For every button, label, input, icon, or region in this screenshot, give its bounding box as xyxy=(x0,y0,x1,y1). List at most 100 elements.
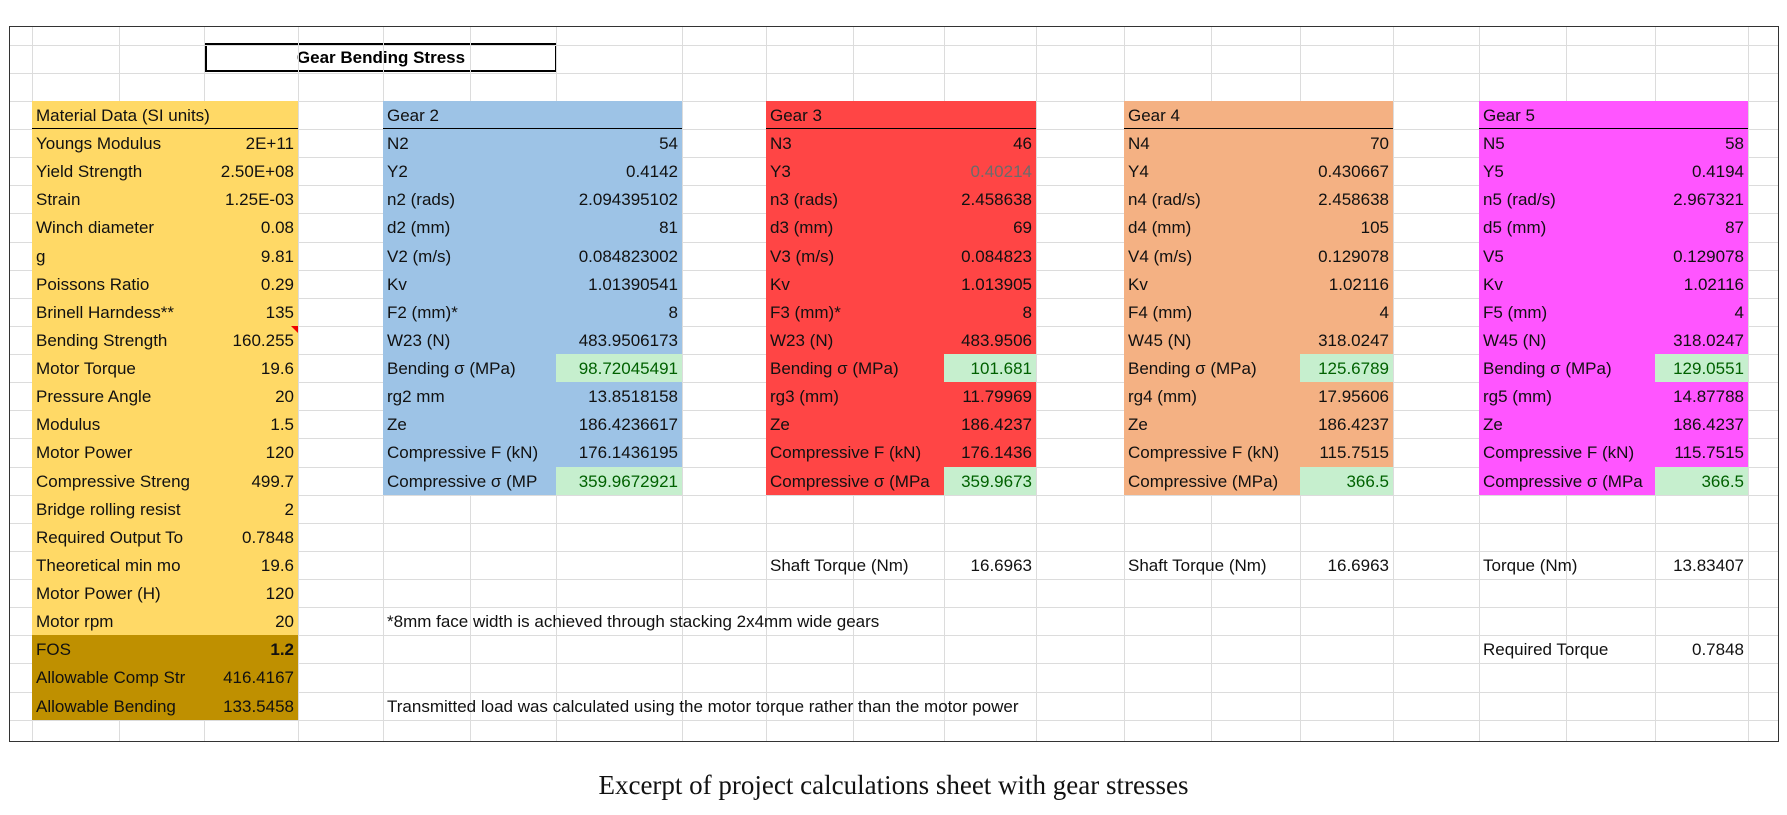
grid-line xyxy=(10,494,1778,496)
spreadsheet: Gear Bending Stress Material Data (SI un… xyxy=(9,26,1779,742)
cell-label: d2 (mm) xyxy=(383,213,556,243)
cell-value: 2.967321 xyxy=(1655,185,1748,214)
grid-line xyxy=(10,691,1778,693)
cell-value: 81 xyxy=(556,213,682,243)
cell-label: Compressive σ (MPa xyxy=(1479,466,1655,496)
cell-label: Kv xyxy=(1479,269,1655,299)
comment-marker xyxy=(291,325,298,333)
cell-label: Youngs Modulus xyxy=(32,129,204,158)
caption: Excerpt of project calculations sheet wi… xyxy=(598,770,1189,800)
cell-label: F5 (mm) xyxy=(1479,297,1655,327)
cell-label: Bridge rolling resist xyxy=(32,494,204,524)
cell-value: 8 xyxy=(944,297,1036,327)
cell-label: g xyxy=(32,241,204,271)
cell-label: Compressive F (kN) xyxy=(1479,438,1655,468)
note: Transmitted load was calculated using th… xyxy=(387,696,1019,716)
cell-value: 1.25E-03 xyxy=(204,185,298,214)
cell-value: 176.1436195 xyxy=(556,438,682,468)
cell-label: Brinell Harndess** xyxy=(32,297,204,327)
cell-label: N2 xyxy=(383,129,556,158)
cell-label: Bending σ (MPa) xyxy=(766,354,944,383)
cell-value: 11.79969 xyxy=(944,382,1036,411)
cell-label: V5 xyxy=(1479,241,1655,271)
cell-value: 1.013905 xyxy=(944,269,1036,299)
cell-value: 0.084823 xyxy=(944,241,1036,271)
cell-label: Motor Power (H) xyxy=(32,579,204,608)
cell-value: 120 xyxy=(204,438,298,468)
note: *8mm face width is achieved through stac… xyxy=(387,612,880,632)
cell-label: N5 xyxy=(1479,129,1655,158)
grid-line xyxy=(1748,27,1749,741)
cell-value: 2.458638 xyxy=(944,185,1036,214)
block-header: Material Data (SI units) xyxy=(32,101,298,130)
grid-line xyxy=(10,550,1778,552)
cell-label: n5 (rad/s) xyxy=(1479,185,1655,214)
cell-value: 17.95606 xyxy=(1300,382,1393,411)
cell-value: 14.87788 xyxy=(1655,382,1748,411)
cell-value: 186.4237 xyxy=(944,410,1036,439)
cell-label: rg2 mm xyxy=(383,382,556,411)
cell-value: 0.08 xyxy=(204,213,298,243)
cell-label: Compressive F (kN) xyxy=(766,438,944,468)
cell-value: 105 xyxy=(1300,213,1393,243)
cell-value: 58 xyxy=(1655,129,1748,158)
cell-value: 87 xyxy=(1655,213,1748,243)
cell-label: Kv xyxy=(383,269,556,299)
cell-label: N4 xyxy=(1124,129,1300,158)
cell-label: Motor Power xyxy=(32,438,204,468)
cell-value: 8 xyxy=(556,297,682,327)
cell-label: Bending σ (MPa) xyxy=(1479,354,1655,383)
cell-value: 1.02116 xyxy=(1655,269,1748,299)
cell-label: rg4 (mm) xyxy=(1124,382,1300,411)
cell-label: Compressive σ (MPa xyxy=(766,466,944,496)
cell-value: 0.4194 xyxy=(1655,157,1748,186)
cell-label: Compressive F (kN) xyxy=(383,438,556,468)
cell-value: 483.9506 xyxy=(944,325,1036,355)
cell-value: 0.29 xyxy=(204,269,298,299)
grid-line xyxy=(10,44,1778,46)
cell-value: 70 xyxy=(1300,129,1393,158)
cell-value: 101.681 xyxy=(944,354,1036,383)
grid-line xyxy=(1036,27,1037,741)
cell-label: Theoretical min mo xyxy=(32,550,204,580)
cell-value: 19.6 xyxy=(204,550,298,580)
grid-line xyxy=(10,579,1778,581)
cell-value: 0.40214 xyxy=(944,157,1036,186)
cell-label: FOS xyxy=(32,635,204,664)
cell-label: F2 (mm)* xyxy=(383,297,556,327)
cell-label: Winch diameter xyxy=(32,213,204,243)
cell-value: 318.0247 xyxy=(1300,325,1393,355)
cell-value: 115.7515 xyxy=(1655,438,1748,468)
cell-label: Kv xyxy=(766,269,944,299)
cell-value: 20 xyxy=(204,382,298,411)
cell-label: Y3 xyxy=(766,157,944,186)
cell-label: F3 (mm)* xyxy=(766,297,944,327)
cell-label: Compressive Streng xyxy=(32,466,204,496)
cell-label: rg5 (mm) xyxy=(1479,382,1655,411)
cell-label: F4 (mm) xyxy=(1124,297,1300,327)
cell-value: 120 xyxy=(204,579,298,608)
cell-value: 499.7 xyxy=(204,466,298,496)
cell-label: Bending Strength xyxy=(32,325,204,355)
cell-value: 13.83407 xyxy=(1673,555,1744,575)
cell-value: 0.4142 xyxy=(556,157,682,186)
cell-label: Y2 xyxy=(383,157,556,186)
cell-value: 366.5 xyxy=(1300,466,1393,496)
grid-line xyxy=(10,635,1778,637)
cell-value: 2E+11 xyxy=(204,129,298,158)
cell-value: 483.9506173 xyxy=(556,325,682,355)
cell-label: Pressure Angle xyxy=(32,382,204,411)
cell-label: V4 (m/s) xyxy=(1124,241,1300,271)
cell-label: Compressive F (kN) xyxy=(1124,438,1300,468)
cell-label: Y5 xyxy=(1479,157,1655,186)
cell-value: 54 xyxy=(556,129,682,158)
cell-label: n4 (rad/s) xyxy=(1124,185,1300,214)
cell-label: Bending σ (MPa) xyxy=(383,354,556,383)
grid-line xyxy=(682,27,683,741)
grid-line xyxy=(10,607,1778,609)
cell-label: d4 (mm) xyxy=(1124,213,1300,243)
cell-label: Yield Strength xyxy=(32,157,204,186)
sheet-title: Gear Bending Stress xyxy=(205,43,557,72)
cell-value: 69 xyxy=(944,213,1036,243)
